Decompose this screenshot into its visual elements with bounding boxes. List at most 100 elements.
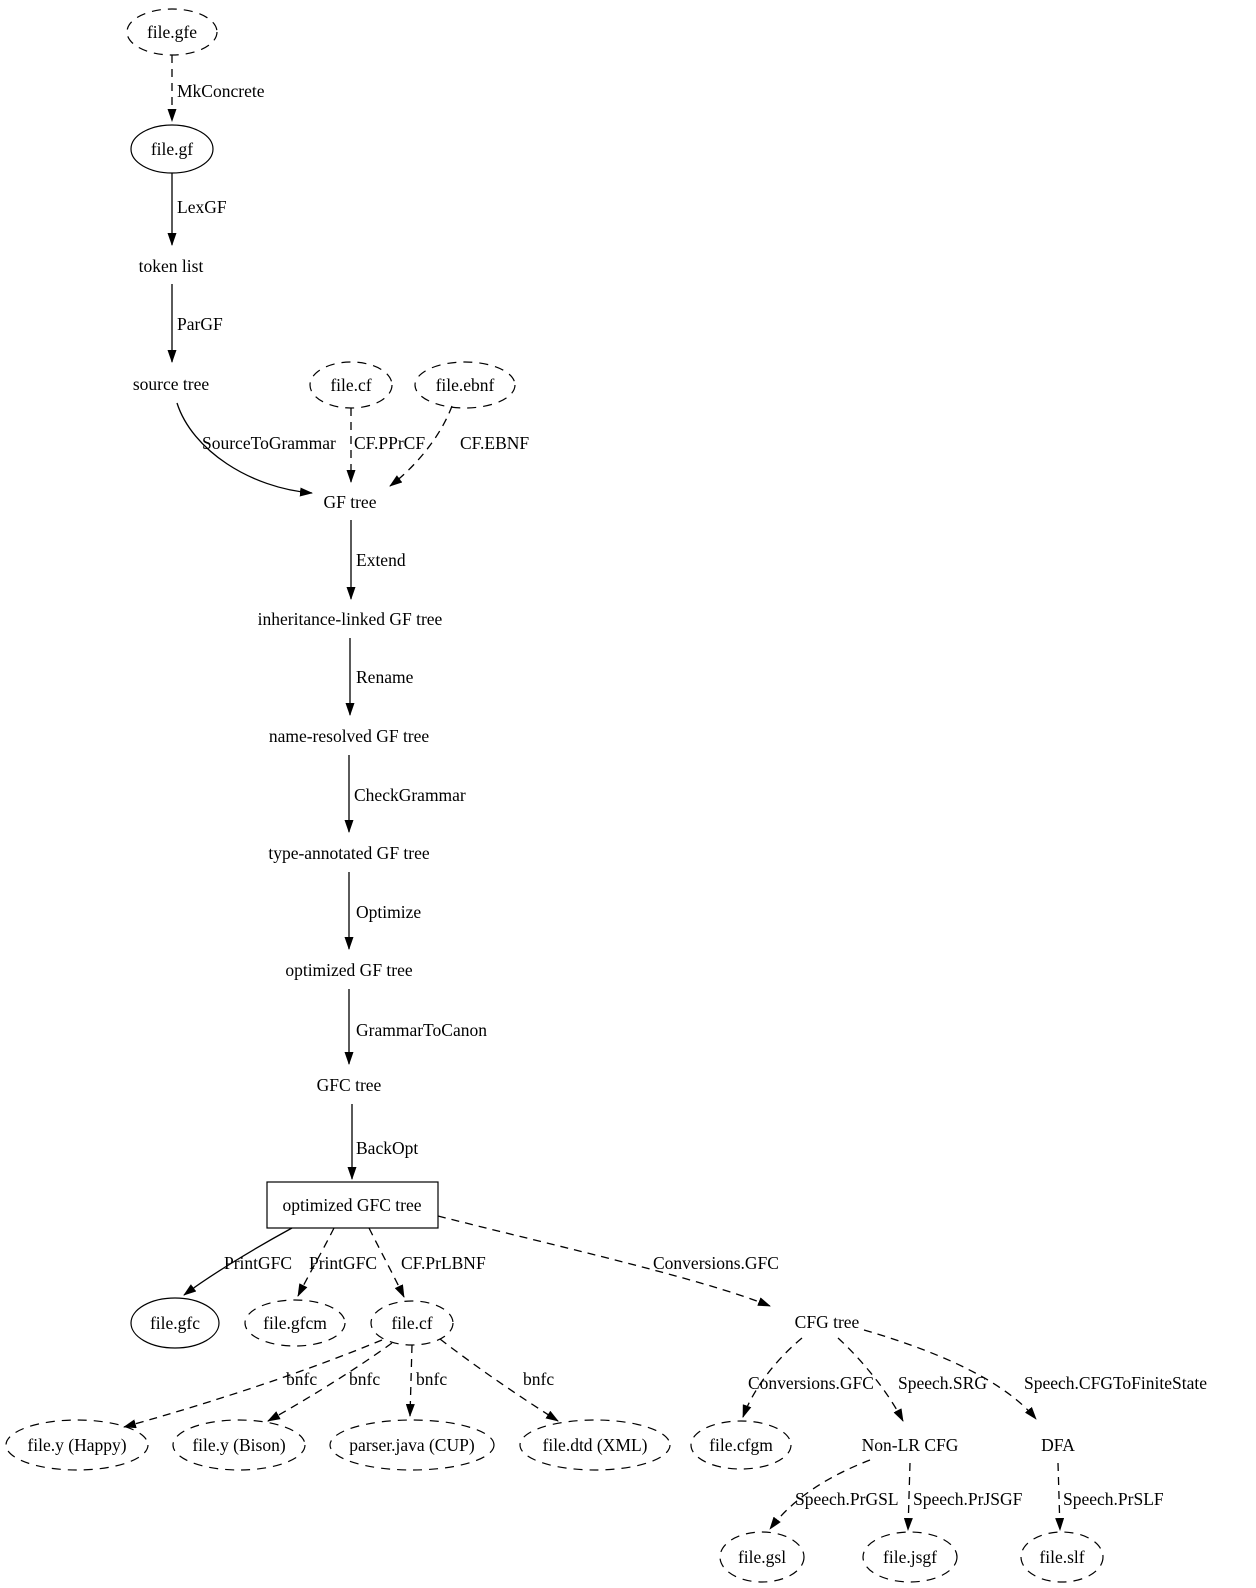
- node-file-gfc-label: file.gfc: [150, 1313, 200, 1333]
- edge-source-to-grammar-line: [176, 402, 313, 497]
- node-file-cf-bottom-label: file.cf: [391, 1313, 432, 1333]
- edge-conversions-gfc-main-line: [437, 1215, 771, 1307]
- edge-lexgf-label: LexGF: [177, 197, 227, 217]
- node-file-cfgm-label: file.cfgm: [709, 1435, 773, 1455]
- edge-cf-ebnf: CF.EBNF: [389, 405, 529, 487]
- edge-speech-prslf-label: Speech.PrSLF: [1063, 1489, 1164, 1509]
- edge-cf-ebnf-label: CF.EBNF: [460, 433, 529, 453]
- node-parser-java-cup-shape: [329, 1419, 495, 1471]
- edge-printgfc-gfc-label: PrintGFC: [224, 1253, 292, 1273]
- node-non-lr-cfg: Non-LR CFG: [862, 1435, 959, 1455]
- node-gfc-tree-label: GFC tree: [317, 1075, 382, 1095]
- edge-grammar-to-canon: GrammarToCanon: [344, 989, 487, 1065]
- edge-cf-prlbnf: CF.PrLBNF: [368, 1227, 486, 1298]
- node-file-gfcm: file.gfcm: [244, 1299, 346, 1347]
- edge-check-grammar: CheckGrammar: [344, 755, 466, 833]
- node-file-gf-label: file.gf: [151, 139, 193, 159]
- edge-bnfc-cup: bnfc: [405, 1344, 447, 1417]
- node-token-list: token list: [139, 256, 204, 276]
- node-type-annotated-gf-tree-label: type-annotated GF tree: [268, 843, 430, 863]
- edge-printgfc-gfcm: PrintGFC: [297, 1227, 377, 1297]
- node-name-resolved-gf-tree: name-resolved GF tree: [269, 726, 430, 746]
- node-file-cf-top: file.cf: [309, 361, 393, 409]
- edge-source-to-grammar-label: SourceToGrammar: [202, 433, 336, 453]
- edge-grammar-to-canon-label: GrammarToCanon: [356, 1020, 487, 1040]
- edge-conversions-gfc-main-label: Conversions.GFC: [653, 1253, 779, 1273]
- edge-bnfc-bison-label: bnfc: [349, 1369, 380, 1389]
- node-gfc-tree: GFC tree: [317, 1075, 382, 1095]
- edge-bnfc-cup-line: [405, 1344, 415, 1417]
- node-file-y-bison-label: file.y (Bison): [192, 1435, 285, 1455]
- node-file-dtd-xml-shape: [519, 1419, 671, 1471]
- node-file-gfcm-label: file.gfcm: [263, 1313, 327, 1333]
- edge-printgfc-gfc: PrintGFC: [183, 1227, 293, 1296]
- edge-speech-prslf: Speech.PrSLF: [1055, 1462, 1164, 1531]
- edge-speech-prslf-line: [1055, 1462, 1065, 1531]
- edge-bnfc-xml-line: [439, 1338, 559, 1422]
- node-file-y-happy-label: file.y (Happy): [27, 1435, 126, 1455]
- node-gf-tree: GF tree: [324, 492, 377, 512]
- edge-bnfc-bison-line: [267, 1342, 393, 1422]
- edge-mkconcrete: MkConcrete: [167, 55, 265, 122]
- edge-check-grammar-label: CheckGrammar: [354, 785, 466, 805]
- node-file-gsl-label: file.gsl: [738, 1547, 786, 1567]
- edge-speech-prgsl: Speech.PrGSL: [769, 1459, 899, 1530]
- node-parser-java-cup: parser.java (CUP): [329, 1419, 495, 1471]
- node-file-gsl: file.gsl: [719, 1531, 805, 1583]
- node-token-list-label: token list: [139, 256, 204, 276]
- node-file-gfcm-shape: [244, 1299, 346, 1347]
- node-type-annotated-gf-tree: type-annotated GF tree: [268, 843, 430, 863]
- node-inheritance-linked-gf-tree: inheritance-linked GF tree: [258, 609, 443, 629]
- node-file-gfc-shape: [130, 1297, 220, 1349]
- node-optimized-gfc-tree-label: optimized GFC tree: [282, 1195, 421, 1215]
- node-file-dtd-xml-label: file.dtd (XML): [543, 1435, 648, 1455]
- node-file-gfc: file.gfc: [130, 1297, 220, 1349]
- edges: MkConcrete LexGF ParGF SourceToGrammar C…: [123, 55, 1207, 1531]
- edge-speech-cfg-to-finite-state-line: [863, 1329, 1037, 1420]
- edge-printgfc-gfcm-label: PrintGFC: [309, 1253, 377, 1273]
- edge-cf-prlbnf-label: CF.PrLBNF: [401, 1253, 486, 1273]
- edge-rename-label: Rename: [356, 667, 414, 687]
- node-optimized-gfc-tree: optimized GFC tree: [266, 1181, 439, 1229]
- node-name-resolved-gf-tree-label: name-resolved GF tree: [269, 726, 430, 746]
- node-gf-tree-label: GF tree: [324, 492, 377, 512]
- node-cfg-tree-label: CFG tree: [795, 1312, 860, 1332]
- node-file-cfgm: file.cfgm: [690, 1420, 792, 1470]
- node-file-ebnf: file.ebnf: [414, 361, 516, 409]
- edge-speech-prjsgf-line: [903, 1462, 913, 1531]
- edge-bnfc-bison: bnfc: [267, 1342, 393, 1422]
- edge-bnfc-happy: bnfc: [123, 1339, 383, 1429]
- node-file-gf: file.gf: [130, 124, 214, 174]
- node-file-cf-top-shape: [309, 361, 393, 409]
- edge-conversions-gfc-cfgm-label: Conversions.GFC: [748, 1373, 874, 1393]
- edge-cf-prlbnf-line: [368, 1227, 405, 1298]
- edge-speech-srg: Speech.SRG: [837, 1337, 987, 1422]
- edge-conversions-gfc-main: Conversions.GFC: [437, 1215, 779, 1307]
- node-file-ebnf-shape: [414, 361, 516, 409]
- edge-backopt: BackOpt: [347, 1104, 418, 1180]
- edge-mkconcrete-label: MkConcrete: [177, 81, 265, 101]
- edge-cf-pprcf-label: CF.PPrCF: [354, 433, 425, 453]
- edge-speech-prgsl-line: [769, 1459, 871, 1530]
- node-file-y-happy: file.y (Happy): [5, 1419, 149, 1471]
- edge-speech-cfg-to-finite-state-label: Speech.CFGToFiniteState: [1024, 1373, 1207, 1393]
- node-source-tree-label: source tree: [133, 374, 210, 394]
- node-file-gfe-label: file.gfe: [147, 22, 197, 42]
- edge-conversions-gfc-cfgm: Conversions.GFC: [742, 1337, 874, 1418]
- node-file-cfgm-shape: [690, 1420, 792, 1470]
- edge-printgfc-gfc-line: [183, 1227, 293, 1296]
- edge-printgfc-gfcm-line: [297, 1227, 335, 1297]
- node-file-slf-shape: [1020, 1531, 1104, 1583]
- edge-extend-label: Extend: [356, 550, 406, 570]
- node-file-gfe: file.gfe: [126, 8, 218, 56]
- edge-source-to-grammar: SourceToGrammar: [176, 402, 336, 497]
- edge-speech-prgsl-label: Speech.PrGSL: [795, 1489, 899, 1509]
- edge-lexgf: LexGF: [167, 173, 227, 246]
- node-file-y-bison: file.y (Bison): [172, 1419, 306, 1471]
- node-parser-java-cup-label: parser.java (CUP): [349, 1435, 475, 1455]
- node-file-jsgf: file.jsgf: [862, 1531, 958, 1583]
- edge-optimize-label: Optimize: [356, 902, 421, 922]
- node-optimized-gf-tree-label: optimized GF tree: [285, 960, 413, 980]
- node-file-cf-bottom: file.cf: [370, 1300, 454, 1346]
